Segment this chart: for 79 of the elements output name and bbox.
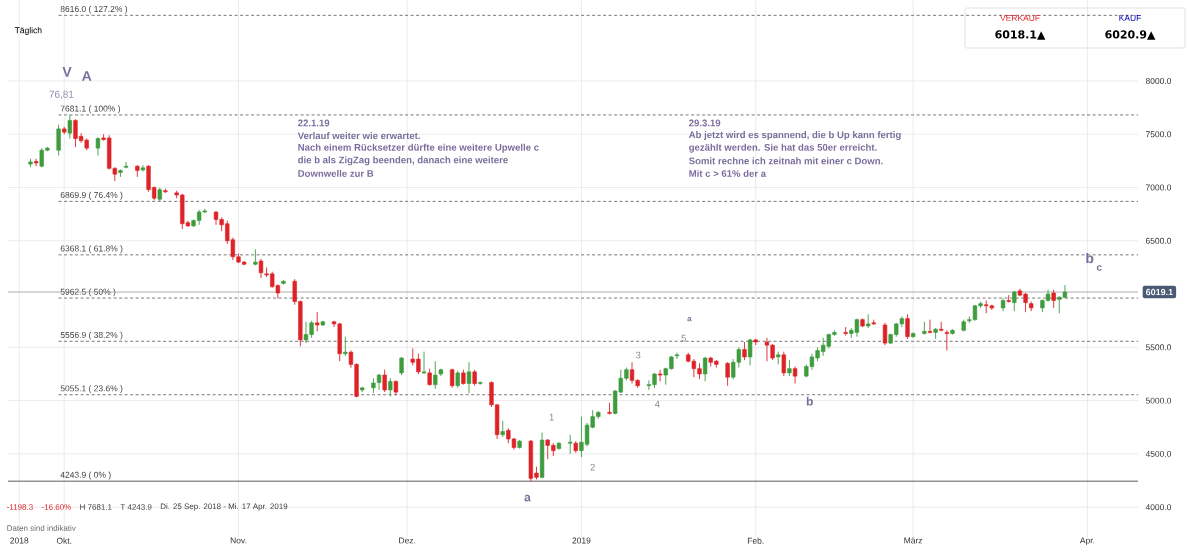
annotation: Nach einem Rücksetzer dürfte eine weitere Upwelle c <box>298 143 539 153</box>
ref-line-label: 5055.1 ( 23.6% ) <box>60 385 123 394</box>
candlestick <box>742 341 747 361</box>
annotation: 76,81 <box>49 90 74 99</box>
ref-line-label: 6019.1 <box>1146 288 1173 296</box>
annotation: KAUF <box>1119 15 1141 21</box>
x-tick-label: 2018 <box>10 537 29 544</box>
y-tick-label: 8000.0 <box>1145 77 1172 84</box>
annotation: 1 <box>549 413 554 421</box>
annotation: 3 <box>635 351 641 359</box>
annotation: 2 <box>590 463 595 471</box>
candlestick <box>882 322 888 346</box>
x-tick-label: März <box>904 537 923 544</box>
y-tick-label: 5500.0 <box>1145 344 1172 351</box>
candlestick <box>747 338 753 366</box>
annotation: Verlauf weiter wie erwartet. <box>297 132 420 140</box>
candlestick <box>56 124 61 156</box>
candlestick <box>905 313 910 340</box>
candlestick <box>781 351 786 377</box>
y-tick-label: 4000.0 <box>1145 504 1172 511</box>
y-tick-label: 4500.0 <box>1145 450 1172 457</box>
x-tick-label: Feb. <box>747 537 764 544</box>
annotation: a <box>524 494 531 502</box>
annotation: 6020.9▲ <box>1105 30 1156 40</box>
ref-line-label: 8616.0 ( 127.2% ) <box>60 5 128 14</box>
y-tick-label: 7500.0 <box>1145 131 1172 138</box>
annotation: b <box>806 396 813 406</box>
annotation: 5 <box>681 334 686 342</box>
ref-line-label: 6869.9 ( 76.4% ) <box>60 191 123 200</box>
annotation: V <box>62 67 72 77</box>
annotation: A <box>82 71 92 81</box>
candlestick <box>657 369 663 382</box>
annotation: c <box>1096 265 1102 271</box>
x-tick-label: Dez. <box>399 537 416 544</box>
annotation: Täglich <box>14 27 42 35</box>
candlestick <box>1051 289 1056 309</box>
ref-line-label: 4243.9 ( 0% ) <box>60 471 111 480</box>
candlestick <box>421 351 427 375</box>
annotation: gezählt werden. Sie hat das 50er erreicht. <box>689 143 877 153</box>
candlestick <box>382 369 387 393</box>
candlestick <box>343 336 348 357</box>
annotation: Somit rechne ich zeitnah mit einer c Down. <box>688 157 883 165</box>
candlestick <box>702 356 708 382</box>
candlestick <box>466 361 472 394</box>
annotation: Downwelle zur B <box>298 169 374 177</box>
ref-line-label: 5962.5 ( 50% ) <box>60 288 116 297</box>
candlestick <box>568 434 573 455</box>
ref-line-label: 6368.1 ( 61.8% ) <box>60 245 123 254</box>
candlestick <box>123 161 129 169</box>
annotation: b <box>1086 252 1094 264</box>
candlestick <box>315 311 320 332</box>
candlestick <box>792 366 798 385</box>
annotation: 22.1.19 <box>298 119 330 127</box>
annotation: 4 <box>654 400 660 408</box>
annotation: Ab jetzt wird es spannend, die b Up kann fertig <box>688 131 901 141</box>
candlestick <box>258 258 264 279</box>
candlestick <box>927 319 933 334</box>
y-tick-label: 5000.0 <box>1145 397 1172 404</box>
y-tick-label: 6500.0 <box>1145 237 1172 244</box>
ref-line-label: 5556.9 ( 38.2% ) <box>60 331 123 340</box>
candlestick <box>388 377 393 397</box>
annotation: VERKAUF <box>1000 15 1040 21</box>
annotation: die b als ZigZag beenden, danach eine weitere <box>298 156 508 166</box>
candlestick <box>33 158 39 167</box>
candlestick <box>865 313 871 329</box>
x-tick-label: 2019 <box>572 537 591 544</box>
candlestick <box>140 164 146 172</box>
x-tick-label: Okt. <box>56 537 72 544</box>
candlestick <box>67 114 72 139</box>
candlestick <box>725 361 730 387</box>
x-tick-label: Apr. <box>1079 537 1095 546</box>
annotation: 29.3.19 <box>689 119 721 127</box>
annotation: 6018.1▲ <box>995 30 1046 40</box>
x-tick-label: Nov. <box>230 537 247 544</box>
ref-line-label: 7681.1 ( 100% ) <box>60 105 121 114</box>
y-tick-label: 7000.0 <box>1145 184 1172 191</box>
candlestick <box>95 136 101 156</box>
annotation: Mit c > 61% der a <box>689 169 767 177</box>
candlestick <box>944 329 949 351</box>
